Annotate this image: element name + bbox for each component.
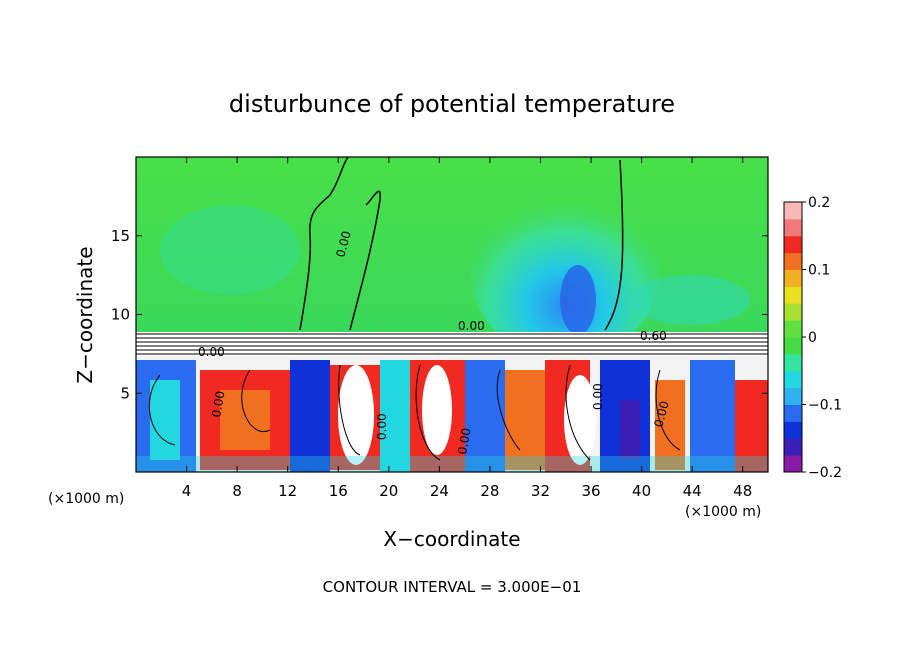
colorbar-swatch: [784, 286, 802, 304]
colorbar-tick-label: 0: [808, 330, 817, 346]
x-axis-label: X−coordinate: [383, 527, 520, 551]
lower-red-5: [735, 380, 768, 472]
lower-cyan-2: [380, 360, 410, 472]
y-axis-label: Z−coordinate: [73, 246, 97, 383]
lower-orange-1: [220, 390, 270, 450]
x-tick-label: 36: [581, 482, 600, 500]
colorbar-swatch: [784, 252, 802, 270]
x-axis-ticks: 4 8 12 16 20 24 28 32 36 40 44 48: [182, 157, 752, 500]
y-tick-label: 10: [111, 306, 130, 324]
lower-white-1: [338, 365, 374, 465]
x-tick-label: 44: [683, 482, 702, 500]
blue-streak: [560, 265, 596, 335]
contour-label-7: 0.00: [455, 427, 473, 456]
x-tick-label: 20: [379, 482, 398, 500]
lower-cyan-1: [150, 380, 180, 460]
x-tick-label: 48: [733, 482, 752, 500]
contour-interval-note: CONTOUR INTERVAL = 3.000E−01: [323, 578, 582, 596]
colorbar-swatch: [784, 269, 802, 287]
lower-white-2: [422, 365, 452, 455]
lower-blue-2: [290, 360, 330, 472]
lower-orange-3: [655, 380, 685, 470]
colorbar-tick-label: −0.1: [808, 398, 842, 414]
x-tick-label: 32: [531, 482, 550, 500]
contour-label-3: 0.00: [198, 345, 225, 359]
y-tick-label: 15: [111, 227, 130, 245]
x-tick-label: 4: [182, 482, 192, 500]
colorbar-swatch: [784, 421, 802, 439]
contour-label-9: 0.00: [651, 399, 671, 428]
x-tick-label: 16: [329, 482, 348, 500]
lower-white-3: [564, 375, 596, 465]
colorbar-swatch: [784, 235, 802, 254]
plot-area: 0.00 0.00 0.00 0.60 0.00 0.00 0.00 0.00 …: [136, 157, 768, 472]
x-tick-label: 28: [480, 482, 499, 500]
colorbar-swatch: [784, 320, 802, 338]
cyan-patch-right: [630, 275, 750, 325]
x-unit-left: (×1000 m): [48, 491, 124, 507]
lower-blue-3: [465, 360, 505, 472]
colorbar-tick-label: −0.2: [808, 465, 842, 481]
colorbar-swatch: [784, 438, 802, 456]
lower-orange-2: [505, 370, 545, 470]
x-tick-label: 24: [430, 482, 449, 500]
contour-label-5: 0.00: [209, 390, 227, 419]
colorbar-swatch: [784, 370, 802, 389]
x-tick-label: 8: [232, 482, 242, 500]
colorbar-tick-label: 0.2: [808, 195, 830, 211]
contour-label-2: 0.00: [458, 319, 485, 333]
chart-title: disturbunce of potential temperature: [229, 90, 675, 118]
x-unit-right: (×1000 m): [685, 504, 761, 520]
colorbar-swatch: [784, 404, 802, 422]
x-tick-label: 40: [632, 482, 651, 500]
cyan-patch-left: [160, 205, 300, 295]
inversion-band: [136, 332, 768, 356]
contour-inversion: [136, 333, 768, 355]
contour-lower: [148, 364, 681, 461]
lower-cyan-3: [136, 456, 768, 472]
colorbar-swatch: [784, 303, 802, 321]
colorbar-ticks: 0.2 0.1 0 −0.1 −0.2: [802, 195, 842, 481]
contour-label-6: 0.00: [375, 413, 389, 440]
colorbar-swatch: [784, 218, 802, 237]
y-axis-ticks: 5 10 15: [111, 227, 768, 402]
lower-purple-1: [620, 400, 640, 460]
contour-label-8: 0.00: [591, 383, 605, 410]
colorbar-swatch: [784, 337, 802, 355]
contour-upper: [299, 157, 624, 331]
colorbar-swatch: [784, 202, 802, 220]
x-tick-label: 12: [278, 482, 297, 500]
colorbar-swatch: [784, 353, 802, 372]
contour-label-1: 0.00: [333, 229, 353, 258]
y-tick-label: 5: [120, 384, 130, 402]
colorbar-swatch: [784, 455, 802, 473]
colorbar-tick-label: 0.1: [808, 263, 830, 279]
contour-label-4: 0.60: [640, 329, 667, 343]
colorbar-swatch: [784, 387, 802, 405]
colorbar: [784, 202, 802, 473]
lower-blue-5: [690, 360, 735, 472]
